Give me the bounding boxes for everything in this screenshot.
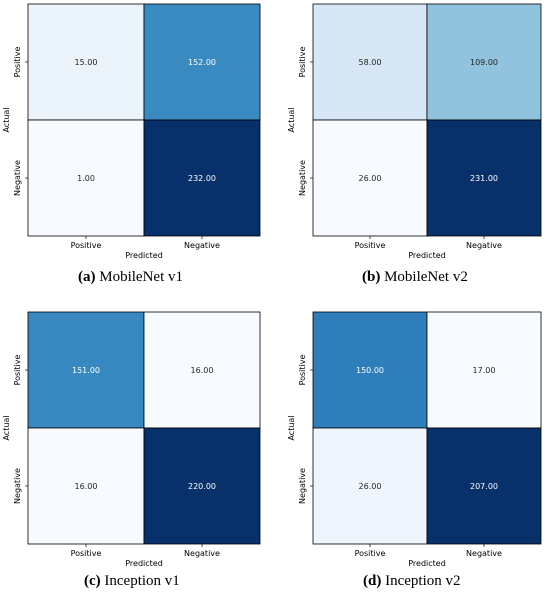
y-tick-label: Negative (13, 160, 22, 196)
heatmap-cell (312, 311, 428, 429)
cell-value-label: 152.00 (188, 58, 216, 67)
panel-caption: (c) Inception v1 (84, 573, 180, 590)
confusion-matrix-panel: 15.00 152.00 1.00 232.00 Positive Negative Pos… (0, 0, 275, 299)
heatmap-cell (143, 311, 261, 429)
confusion-matrix-panel: 58.00 109.00 26.00 231.00 Positive Negative Po… (283, 0, 550, 299)
y-tick-label: Positive (298, 355, 307, 386)
heatmap-cell (426, 311, 542, 429)
panel-tag: (b) (362, 269, 381, 285)
cell-value-label: 232.00 (188, 174, 216, 183)
cell-value-label: 220.00 (188, 482, 216, 491)
panel-title: MobileNet v1 (99, 269, 183, 285)
y-tick-label: Positive (13, 47, 22, 78)
panel-tag: (c) (84, 573, 101, 589)
cell-value-label: 150.00 (356, 366, 384, 375)
cell-value-label: 17.00 (473, 366, 496, 375)
cell-value-label: 231.00 (470, 174, 498, 183)
panel-caption: (b) MobileNet v2 (362, 269, 468, 286)
confusion-matrix-chart: 15.00 152.00 1.00 232.00 Positive Negative Pos… (2, 3, 261, 260)
x-tick-label: Negative (466, 549, 502, 558)
confusion-matrix-chart: 58.00 109.00 26.00 231.00 Positive Negative Po… (287, 3, 542, 260)
heatmap-cell (27, 427, 145, 545)
heatmap-cell (143, 427, 261, 545)
heatmap-cell (143, 3, 261, 121)
y-tick-label: Negative (298, 160, 307, 196)
heatmap-cell (27, 119, 145, 237)
x-tick-label: Positive (71, 549, 102, 558)
x-tick-label: Negative (466, 241, 502, 250)
x-axis-label: Predicted (125, 559, 163, 568)
y-axis-label: Actual (287, 107, 296, 132)
cell-value-label: 26.00 (359, 482, 382, 491)
cell-value-label: 16.00 (75, 482, 98, 491)
cell-value-label: 151.00 (72, 366, 100, 375)
y-axis-label: Actual (287, 415, 296, 440)
panel-title: Inception v1 (104, 573, 180, 589)
panel-title: MobileNet v2 (384, 269, 468, 285)
cell-value-label: 1.00 (77, 174, 95, 183)
confusion-matrix-panel: 150.00 17.00 26.00 207.00 Positive Negative Po… (283, 306, 550, 598)
confusion-matrix-chart: 150.00 17.00 26.00 207.00 Positive Negative Po… (287, 311, 542, 568)
panel-tag: (a) (78, 269, 96, 285)
heatmap-cell (426, 427, 542, 545)
cell-value-label: 58.00 (359, 58, 382, 67)
x-axis-label: Predicted (408, 251, 446, 260)
panel-tag: (d) (363, 573, 382, 589)
y-axis-label: Actual (2, 107, 11, 132)
y-axis-label: Actual (2, 415, 11, 440)
y-tick-label: Negative (13, 468, 22, 504)
x-tick-label: Positive (355, 241, 386, 250)
cell-value-label: 16.00 (191, 366, 214, 375)
heatmap-cell (27, 3, 145, 121)
confusion-matrix-panel: 151.00 16.00 16.00 220.00 Positive Negative Po… (0, 306, 275, 598)
heatmap-cell (312, 427, 428, 545)
cell-value-label: 109.00 (470, 58, 498, 67)
panel-caption: (d) Inception v2 (363, 573, 461, 590)
x-axis-label: Predicted (125, 251, 163, 260)
x-tick-label: Negative (184, 549, 220, 558)
x-tick-label: Positive (71, 241, 102, 250)
y-tick-label: Negative (298, 468, 307, 504)
y-tick-label: Positive (298, 47, 307, 78)
cell-value-label: 26.00 (359, 174, 382, 183)
heatmap-cell (312, 119, 428, 237)
cell-value-label: 15.00 (75, 58, 98, 67)
cell-value-label: 207.00 (470, 482, 498, 491)
x-tick-label: Positive (355, 549, 386, 558)
heatmap-cell (426, 119, 542, 237)
panel-caption: (a) MobileNet v1 (78, 269, 183, 286)
y-tick-label: Positive (13, 355, 22, 386)
confusion-matrix-chart: 151.00 16.00 16.00 220.00 Positive Negative Po… (2, 311, 261, 568)
x-tick-label: Negative (184, 241, 220, 250)
heatmap-cell (426, 3, 542, 121)
heatmap-cell (143, 119, 261, 237)
panel-title: Inception v2 (385, 573, 461, 589)
x-axis-label: Predicted (408, 559, 446, 568)
